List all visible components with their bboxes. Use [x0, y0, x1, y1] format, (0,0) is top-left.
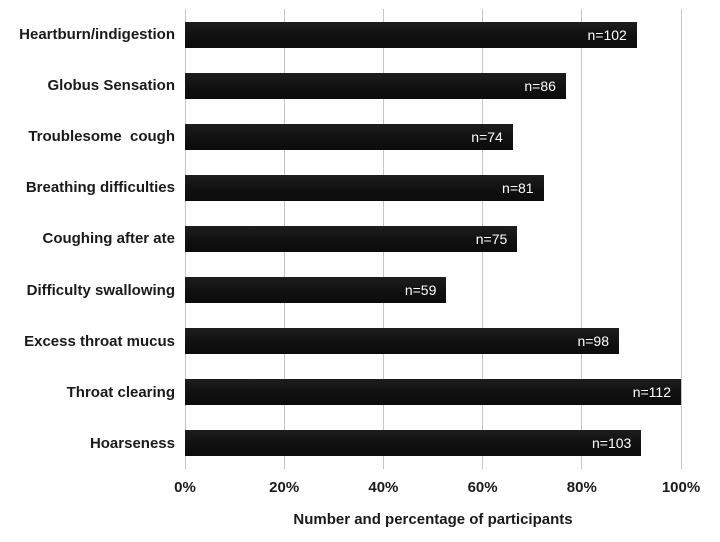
x-axis-title: Number and percentage of participants	[293, 511, 573, 528]
bar-value-label: n=102	[587, 26, 627, 43]
x-tick-label: 20%	[269, 479, 300, 496]
x-axis-ticks: 0% 20% 40% 60% 80% 100%	[174, 479, 700, 499]
bar-value-label: n=74	[471, 128, 503, 145]
x-tick-label: 40%	[368, 479, 399, 496]
bar: n=81	[185, 174, 544, 201]
bar-value-label: n=86	[524, 77, 556, 94]
category-cell: Hoarseness	[0, 418, 175, 469]
bar-row: n=102	[185, 9, 681, 60]
gridline	[581, 9, 583, 469]
category-label: Breathing difficulties	[25, 179, 175, 197]
category-cell: Troublesome cough	[0, 111, 175, 162]
bar-row: n=98	[185, 316, 681, 367]
bar-rows: n=102 n=86 n=74 n=81 n=75 n=59 n=98 n=112 n=103	[185, 9, 681, 469]
bar-row: n=112	[185, 367, 681, 418]
bar: n=98	[185, 328, 619, 355]
bar-value-label: n=81	[502, 179, 534, 196]
bar-row: n=59	[185, 265, 681, 316]
bar-value-label: n=75	[475, 230, 508, 247]
bar: n=75	[185, 225, 518, 252]
category-cell: Difficulty swallowing	[0, 265, 175, 316]
plot-area: n=102 n=86 n=74 n=81 n=75 n=59 n=98 n=112 n=103	[184, 9, 682, 469]
category-cell: Coughing after ate	[0, 213, 175, 264]
bar: n=74	[185, 123, 513, 150]
x-tick-label: 80%	[566, 479, 597, 496]
bar-row: n=74	[185, 111, 681, 162]
category-label: Troublesome cough	[28, 128, 175, 146]
bar-row: n=103	[185, 418, 681, 469]
bar: n=102	[185, 21, 637, 48]
bar-row: n=81	[185, 162, 681, 213]
category-label: Excess throat mucus	[24, 332, 175, 350]
bar: n=59	[185, 277, 447, 304]
bar-value-label: n=59	[404, 282, 437, 299]
bar: n=86	[185, 72, 566, 99]
bar-row: n=86	[185, 60, 681, 111]
category-label: Hoarseness	[89, 434, 175, 452]
bar: n=112	[185, 379, 681, 406]
x-tick-label: 60%	[467, 479, 498, 496]
category-cell: Globus Sensation	[0, 60, 175, 111]
x-tick-label: 0%	[174, 479, 196, 496]
category-cell: Throat clearing	[0, 367, 175, 418]
category-cell: Breathing difficulties	[0, 162, 175, 213]
category-label: Globus Sensation	[47, 77, 175, 95]
gridline	[680, 9, 682, 469]
category-label: Difficulty swallowing	[26, 281, 175, 299]
bar-value-label: n=98	[577, 333, 609, 350]
category-axis: Heartburn/indigestion Globus Sensation Tro…	[0, 9, 175, 469]
category-label: Throat clearing	[66, 383, 175, 401]
bar: n=103	[185, 430, 642, 457]
x-tick-label: 100%	[661, 479, 701, 496]
bar-value-label: n=112	[632, 384, 671, 401]
category-cell: Excess throat mucus	[0, 316, 175, 367]
bar-row: n=75	[185, 213, 681, 264]
category-label: Heartburn/indigestion	[19, 26, 175, 44]
category-label: Coughing after ate	[42, 230, 175, 248]
category-cell: Heartburn/indigestion	[0, 9, 175, 60]
bar-value-label: n=103	[591, 435, 632, 452]
